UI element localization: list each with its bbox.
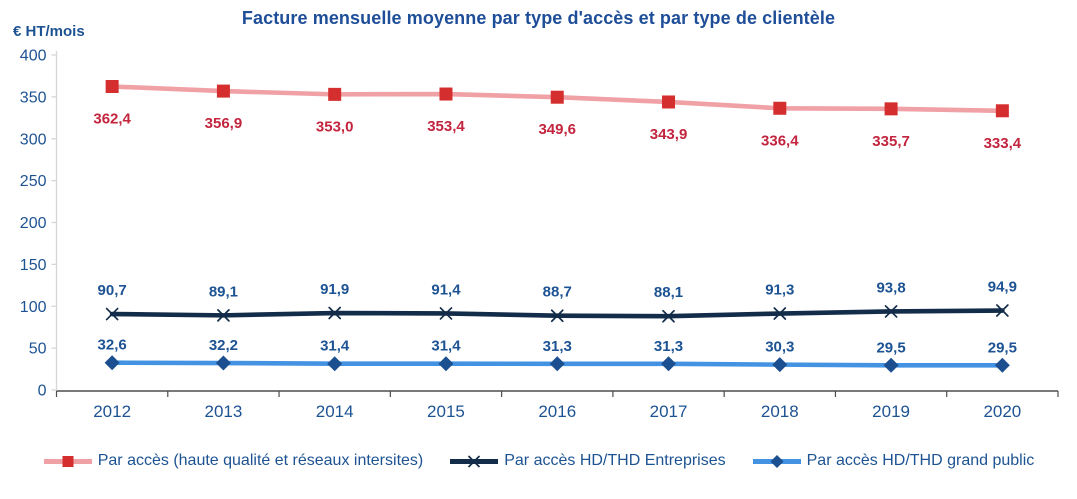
y-tick-label: 200 [20,215,47,232]
data-label: 91,3 [765,282,794,299]
data-point-marker [215,355,231,371]
data-point-marker [996,304,1009,317]
x-tick-label: 2014 [316,402,354,421]
data-point-marker [217,309,230,322]
legend-item-par-acces-haute-qualite: Par accès (haute qualité et réseaux inte… [43,452,424,470]
legend: Par accès (haute qualité et réseaux inte… [0,452,1077,470]
data-label: 88,1 [654,284,683,301]
data-point-marker [884,102,898,116]
series-0: 362,4 356,9 353,0 353,4 349,6 343,9 336,4 335,7… [93,79,1022,152]
data-label: 29,5 [876,339,905,356]
data-point-marker [549,356,565,372]
legend-label: Par accès (haute qualité et réseaux inte… [97,452,424,469]
data-label: 91,4 [431,281,461,298]
x-tick-label: 2013 [205,402,243,421]
x-tick-label: 2012 [93,402,131,421]
data-label: 31,4 [320,338,350,355]
data-point-marker [327,356,343,372]
data-point-marker [662,309,675,323]
data-point-marker [883,357,899,373]
data-label: 343,9 [650,126,688,143]
data-point-marker [994,357,1010,373]
y-tick-label: 350 [20,89,47,106]
data-point-marker [439,87,453,101]
data-label: 356,9 [205,115,243,132]
data-label: 333,4 [984,135,1022,152]
data-point-marker [661,356,677,372]
legend-item-hdthd-entreprises: Par accès HD/THD Entreprises [449,452,726,470]
data-point-marker [550,90,564,104]
data-point-marker [773,101,787,115]
data-label: 353,0 [316,118,354,135]
data-label: 90,7 [98,282,127,299]
data-label: 29,5 [988,339,1017,356]
data-point-marker [328,87,342,101]
data-label: 335,7 [872,133,910,150]
square-marker-line-icon [43,455,92,467]
diamond-marker-line-icon [752,454,801,468]
data-point-marker [773,307,787,320]
data-label: 349,6 [538,121,576,138]
x-tick-label: 2016 [538,402,576,421]
legend-label: Par accès HD/THD Entreprises [504,452,726,469]
data-point-marker [884,305,898,318]
data-label: 32,6 [98,337,127,354]
data-label: 91,9 [320,281,349,298]
y-tick-label: 150 [20,257,47,274]
data-label: 362,4 [93,110,131,127]
data-label: 31,3 [654,338,683,355]
data-point-marker [439,307,453,320]
data-label: 94,9 [988,279,1017,296]
data-point-marker [328,306,342,320]
series-2: 32,6 32,2 31,4 31,4 31,3 31,3 30,3 29,5 29,5 [98,337,1017,373]
data-label: 353,4 [427,118,465,135]
y-tick-label: 50 [29,341,47,358]
data-point-marker [550,309,564,323]
data-point-marker [662,95,676,109]
chart-title: Facture mensuelle moyenne par type d'acc… [241,8,836,28]
y-tick-label: 300 [20,131,47,148]
y-axis-unit-label: € HT/mois [13,23,85,40]
data-label: 30,3 [765,339,794,356]
data-label: 32,2 [209,337,238,354]
data-label: 31,4 [431,338,461,355]
x-marker-line-icon [450,454,499,468]
series-1: 90,7 89,1 91,9 91,4 88,7 88,1 91,3 93,8 94,9 [98,279,1017,323]
legend-label: Par accès HD/THD grand public [806,452,1035,469]
data-point-marker [104,355,120,371]
axes: 0 50 100 150 200 250 300 350 400 2012 2013 2014 2015… [20,48,1059,421]
data-point-marker [216,84,230,98]
x-tick-label: 2017 [650,402,688,421]
x-tick-label: 2020 [983,402,1021,421]
data-label: 336,4 [761,132,799,149]
data-label: 88,7 [543,284,572,301]
data-point-marker [438,356,454,372]
legend-item-hdthd-grand-public: Par accès HD/THD grand public [752,452,1035,470]
plot-area: 0 50 100 150 200 250 300 350 400 2012 2013 2014 2015… [20,48,1059,421]
x-tick-label: 2018 [761,402,799,421]
x-tick-label: 2019 [872,402,910,421]
data-label: 31,3 [543,338,572,355]
y-tick-label: 100 [20,299,47,316]
data-point-marker [105,307,119,321]
data-label: 93,8 [876,279,905,296]
data-label: 89,1 [209,283,238,300]
data-point-marker [995,104,1009,118]
y-tick-label: 0 [38,383,47,400]
x-tick-label: 2015 [427,402,465,421]
y-tick-label: 250 [20,173,47,190]
y-tick-label: 400 [20,48,47,65]
data-point-marker [105,79,119,93]
data-point-marker [772,357,788,373]
